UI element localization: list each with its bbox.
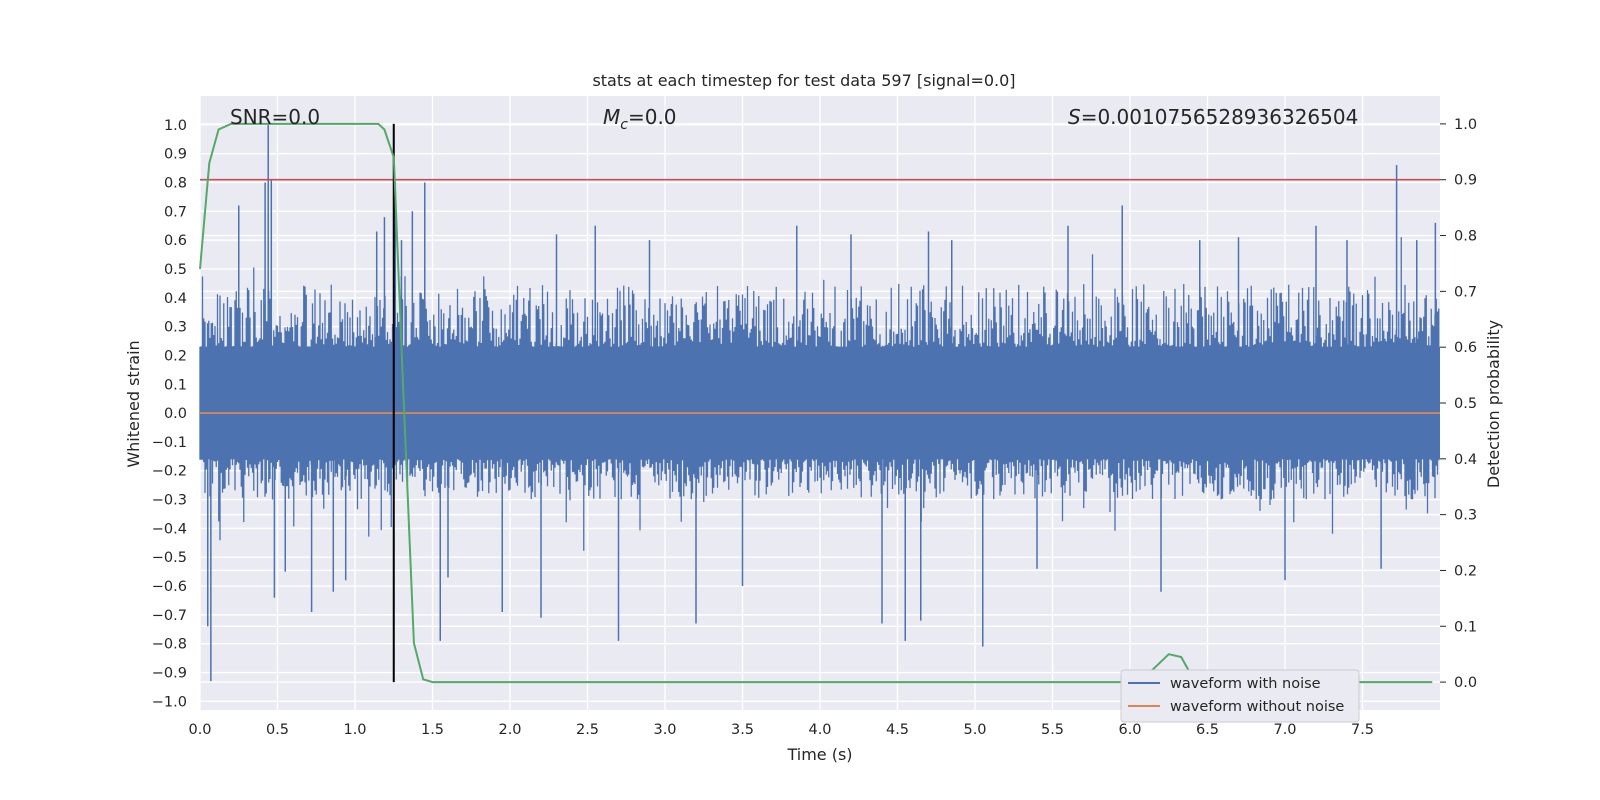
y-tick-label: 0.9 [164, 147, 187, 163]
y2-tick-label: 0.3 [1454, 508, 1477, 524]
y-tick-label: −0.8 [152, 637, 187, 653]
y-axis-label: Whitened strain [124, 340, 143, 467]
y2-axis-ticks: 1.0 0.9 0.8 0.7 0.6 0.5 0.4 0.3 0.2 0.1 0.0 [1440, 117, 1477, 691]
y2-tick-label: 0.4 [1454, 452, 1477, 468]
x-tick-label: 2.0 [498, 722, 521, 738]
y2-tick-label: 0.9 [1454, 173, 1477, 189]
x-tick-label: 6.0 [1118, 722, 1141, 738]
snr-annotation: SNR=0.0 [230, 105, 320, 129]
waveform-with-noise-series [199, 124, 1440, 682]
x-tick-label: 3.0 [653, 722, 676, 738]
y-tick-label: 0.6 [164, 233, 187, 249]
x-axis-ticks: 0.0 0.5 1.0 1.5 2.0 2.5 3.0 3.5 4.0 4.5 5.0 5.5 6.0 6… [188, 722, 1374, 738]
y-tick-label: −0.5 [152, 550, 187, 566]
probability-curve [199, 122, 1433, 684]
y-tick-label: 0.5 [164, 262, 187, 278]
y-tick-label: −0.1 [152, 435, 187, 451]
x-tick-label: 1.5 [421, 722, 444, 738]
y-tick-label: 0.3 [164, 320, 187, 336]
y-tick-label: −1.0 [152, 694, 187, 710]
x-tick-label: 0.5 [266, 722, 289, 738]
x-tick-label: 4.0 [808, 722, 831, 738]
y-tick-label: −0.6 [152, 579, 187, 595]
y-tick-label: −0.7 [152, 608, 187, 624]
y2-tick-label: 0.1 [1454, 619, 1477, 635]
chart-title: stats at each timestep for test data 597… [592, 71, 1015, 90]
y2-tick-label: 0.7 [1454, 284, 1477, 300]
detection-probability-series [199, 122, 1433, 684]
x-tick-label: 7.5 [1351, 722, 1374, 738]
y-tick-label: −0.3 [152, 493, 187, 509]
y2-tick-label: 1.0 [1454, 117, 1477, 133]
legend: waveform with noise waveform without noi… [1120, 669, 1360, 723]
y-axis-ticks: 1.0 0.9 0.8 0.7 0.6 0.5 0.4 0.3 0.2 0.1 0.0 −0.1 −0.… [152, 118, 187, 711]
chirp-mass-annotation: Mc=0.0 [603, 105, 677, 133]
x-tick-label: 6.5 [1196, 722, 1219, 738]
y-tick-label: 0.8 [164, 175, 187, 191]
y2-tick-label: 0.5 [1454, 396, 1477, 412]
y2-axis-label: Detection probability [1484, 320, 1503, 488]
y-tick-label: 0.4 [164, 291, 187, 307]
y-tick-label: 1.0 [164, 118, 187, 134]
x-tick-label: 0.0 [188, 722, 211, 738]
s-statistic-annotation: S=0.0010756528936326504 [1068, 105, 1358, 129]
x-axis-label: Time (s) [786, 745, 852, 764]
y-tick-label: −0.9 [152, 666, 187, 682]
y2-tick-label: 0.8 [1454, 229, 1477, 245]
legend-box [1120, 669, 1360, 723]
x-tick-label: 4.5 [886, 722, 909, 738]
x-tick-label: 5.0 [963, 722, 986, 738]
y-tick-label: 0.1 [164, 377, 187, 393]
y-tick-label: 0.0 [164, 406, 187, 422]
legend-label-noisy: waveform with noise [1170, 676, 1321, 692]
x-tick-label: 3.5 [731, 722, 754, 738]
noisy-trace [199, 237, 1440, 551]
y-tick-label: −0.2 [152, 464, 187, 480]
y-tick-label: 0.7 [164, 204, 187, 220]
x-tick-label: 7.0 [1273, 722, 1296, 738]
y2-tick-label: 0.0 [1454, 675, 1477, 691]
y2-tick-label: 0.6 [1454, 340, 1477, 356]
legend-label-clean: waveform without noise [1170, 699, 1344, 715]
x-tick-label: 2.5 [576, 722, 599, 738]
x-tick-label: 5.5 [1041, 722, 1064, 738]
y-tick-label: 0.2 [164, 348, 187, 364]
y2-tick-label: 0.2 [1454, 563, 1477, 579]
x-tick-label: 1.0 [343, 722, 366, 738]
y-tick-label: −0.4 [152, 521, 187, 537]
